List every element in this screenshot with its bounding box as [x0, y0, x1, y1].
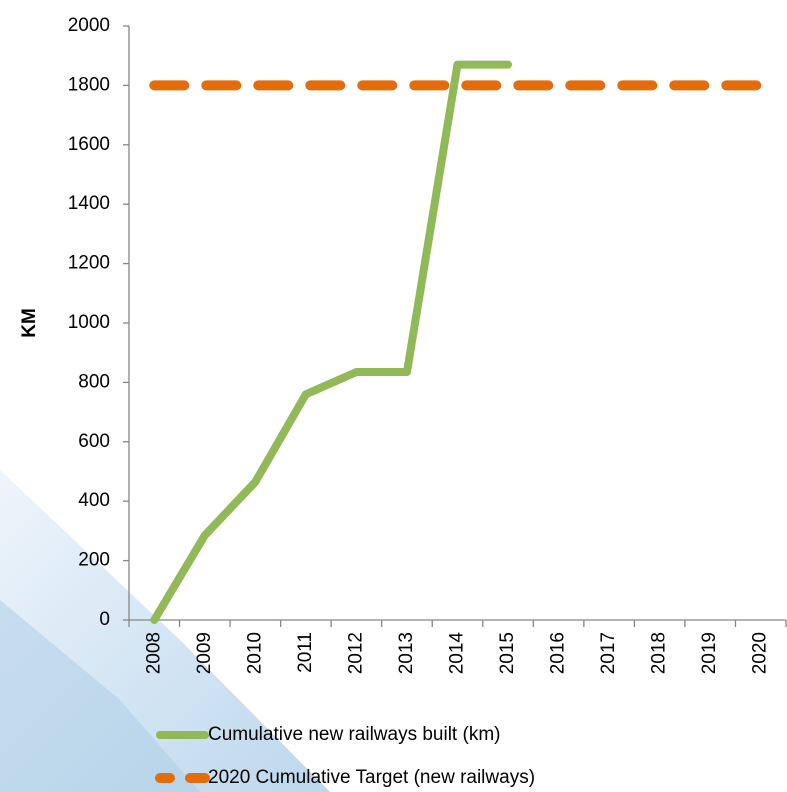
x-tick-label: 2019 [699, 632, 720, 674]
series-line [150, 60, 513, 624]
x-tick-label: 2017 [598, 632, 619, 674]
x-tick-label: 2010 [244, 632, 265, 674]
x-tick-label: 2016 [548, 632, 569, 674]
x-tick-label: 2013 [396, 632, 417, 674]
y-tick-label: 1400 [68, 193, 110, 214]
y-tick-label: 1200 [68, 253, 110, 274]
y-tick-label: 1000 [68, 312, 110, 333]
y-tick-label: 400 [78, 490, 110, 511]
x-tick-label: 2008 [143, 632, 164, 674]
y-tick-label: 600 [78, 431, 110, 452]
legend-label: 2020 Cumulative Target (new railways) [208, 767, 535, 788]
y-tick-label: 0 [99, 609, 110, 630]
y-tick-label: 1600 [68, 134, 110, 155]
x-tick-label: 2015 [497, 632, 518, 674]
y-tick-label: 200 [78, 550, 110, 571]
y-axis-label: KM [19, 308, 40, 338]
y-tick-label: 1800 [68, 74, 110, 95]
x-tick-label: 2014 [447, 632, 468, 675]
y-tick-label: 800 [78, 371, 110, 392]
y-tick-label: 2000 [68, 15, 110, 36]
x-tick-label: 2009 [194, 632, 215, 674]
x-tick-label: 2020 [750, 632, 771, 674]
legend-label: Cumulative new railways built (km) [208, 724, 500, 745]
x-tick-label: 2012 [345, 632, 366, 674]
x-tick-label: 2011 [295, 632, 316, 673]
background-shape [0, 600, 200, 792]
x-tick-label: 2018 [649, 632, 670, 674]
